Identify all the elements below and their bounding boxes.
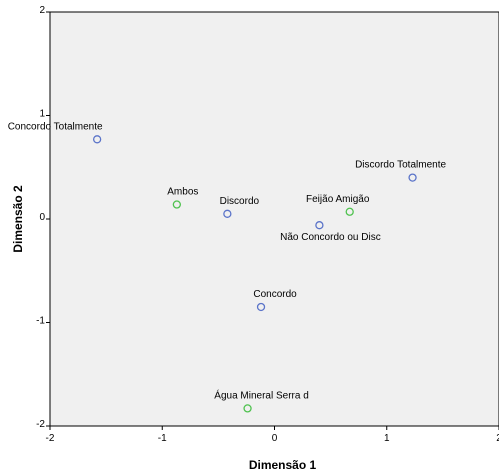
point-label: Concordo (253, 289, 297, 300)
point-label: Feijão Amigão (306, 194, 370, 205)
y-tick-label: -1 (36, 316, 45, 327)
data-point (172, 200, 181, 209)
y-tick-label: 1 (39, 109, 45, 120)
data-point (345, 207, 354, 216)
x-tick-label: -1 (158, 433, 167, 444)
y-tick-label: -2 (36, 419, 45, 430)
y-axis-title: Dimensão 2 (11, 185, 25, 253)
point-label: Água Mineral Serra d (214, 388, 309, 401)
y-tick-label: 0 (39, 212, 45, 223)
data-point (223, 209, 232, 218)
y-tick-label: 2 (39, 5, 45, 16)
data-point (243, 404, 252, 413)
data-point (256, 302, 266, 312)
point-label: Discordo (220, 196, 260, 207)
x-axis-title: Dimensão 1 (249, 458, 317, 472)
point-label: Ambos (167, 187, 198, 198)
plot-area (49, 11, 499, 427)
data-point (408, 173, 417, 182)
x-tick-label: 1 (384, 433, 390, 444)
point-label: Não Concordo ou Disc (280, 232, 381, 243)
data-point (92, 135, 102, 144)
data-point (315, 221, 324, 230)
x-tick-label: 0 (272, 433, 278, 444)
point-label: Discordo Totalmente (355, 160, 446, 171)
x-tick-label: 2 (496, 433, 499, 444)
point-label: Concordo Totalmente (8, 121, 103, 132)
x-tick-label: -2 (46, 433, 55, 444)
